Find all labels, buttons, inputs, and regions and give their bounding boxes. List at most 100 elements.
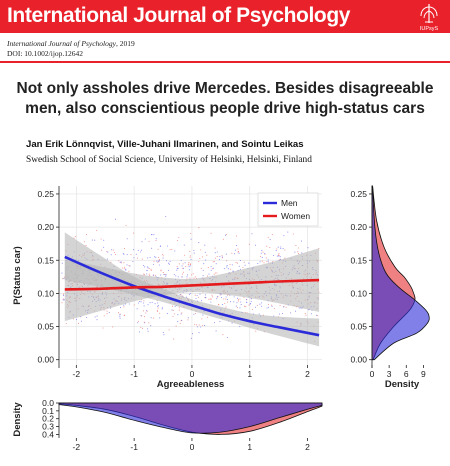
point-women [162, 253, 164, 255]
point-women [226, 260, 228, 262]
point-men [103, 239, 105, 241]
point-men [276, 255, 278, 257]
point-women [106, 310, 108, 312]
point-men [173, 273, 175, 276]
point-men [146, 266, 148, 268]
point-men [193, 313, 195, 315]
point-men [110, 249, 112, 251]
point-women [132, 232, 135, 234]
authors: Jan Erik Lönnqvist, Ville-Juhani Ilmarin… [26, 139, 304, 150]
point-women [123, 248, 126, 250]
point-men [225, 253, 227, 255]
point-men [62, 299, 64, 301]
point-men [189, 265, 191, 267]
point-women [117, 312, 120, 314]
point-men [165, 260, 168, 262]
point-men [204, 325, 206, 327]
point-men [119, 307, 122, 309]
point-women [214, 247, 216, 249]
point-women [206, 316, 208, 318]
point-women [188, 262, 190, 264]
point-men [282, 248, 284, 250]
point-men [221, 256, 224, 258]
paper-title-line1: Not only assholes drive Mercedes. Beside… [16, 80, 434, 97]
point-men [235, 245, 238, 247]
point-men [250, 303, 252, 305]
point-men [177, 267, 179, 270]
point-women [61, 302, 63, 304]
point-men [133, 249, 135, 251]
point-men [128, 303, 130, 305]
point-men [273, 254, 275, 257]
point-men [144, 238, 146, 240]
citation: International Journal of Psychology, 201… [7, 39, 135, 48]
point-men [137, 302, 140, 304]
point-women [255, 330, 257, 332]
point-women [130, 254, 132, 256]
point-men [205, 259, 207, 261]
point-men [147, 257, 149, 259]
point-women [100, 238, 102, 240]
point-women [120, 262, 122, 264]
x-tick-label: 1 [247, 369, 252, 379]
point-men [310, 313, 312, 315]
point-women [125, 224, 127, 227]
point-men [151, 234, 153, 236]
point-men [139, 251, 142, 253]
point-women [237, 248, 239, 250]
point-women [198, 260, 200, 263]
point-men [213, 322, 216, 324]
point-women [189, 250, 191, 252]
point-men [259, 261, 261, 263]
point-men [236, 297, 239, 299]
point-women [143, 300, 145, 302]
point-men [181, 276, 183, 278]
y-tick-label: 0.00 [37, 355, 54, 365]
point-women [276, 248, 278, 250]
point-women [156, 310, 159, 312]
point-men [183, 244, 185, 246]
point-women [224, 302, 226, 304]
legend-label-women: Women [281, 211, 310, 221]
point-men [248, 262, 250, 264]
point-men [125, 268, 127, 270]
point-men [94, 239, 96, 241]
point-men [153, 274, 155, 276]
point-men [75, 318, 78, 320]
point-men [123, 253, 125, 255]
legend-box [257, 192, 319, 227]
point-men [280, 247, 282, 250]
point-women [181, 273, 184, 275]
point-women [237, 299, 239, 301]
point-women [213, 261, 215, 263]
point-women [266, 245, 268, 247]
point-men [200, 326, 202, 328]
point-women [277, 254, 280, 256]
point-men [238, 265, 240, 267]
point-men [191, 333, 194, 335]
point-women [114, 253, 117, 255]
point-women [242, 266, 244, 269]
point-men [267, 306, 269, 308]
point-women [190, 232, 192, 235]
x-axis-label: Agreeableness [157, 379, 225, 390]
point-women [223, 298, 225, 300]
point-men [169, 260, 171, 262]
point-women [271, 234, 273, 236]
point-women [155, 240, 157, 242]
point-men [239, 307, 241, 309]
point-women [154, 274, 156, 276]
right-y-tick-label: 0.10 [350, 288, 367, 298]
point-men [160, 274, 162, 276]
point-men [119, 261, 121, 263]
point-men [255, 306, 257, 308]
point-men [165, 215, 167, 217]
point-women [194, 312, 197, 315]
point-men [177, 321, 179, 323]
point-women [194, 323, 196, 325]
point-men [261, 256, 263, 258]
point-women [214, 257, 216, 259]
point-women [194, 294, 196, 296]
point-women [222, 334, 224, 336]
point-women [279, 304, 281, 307]
